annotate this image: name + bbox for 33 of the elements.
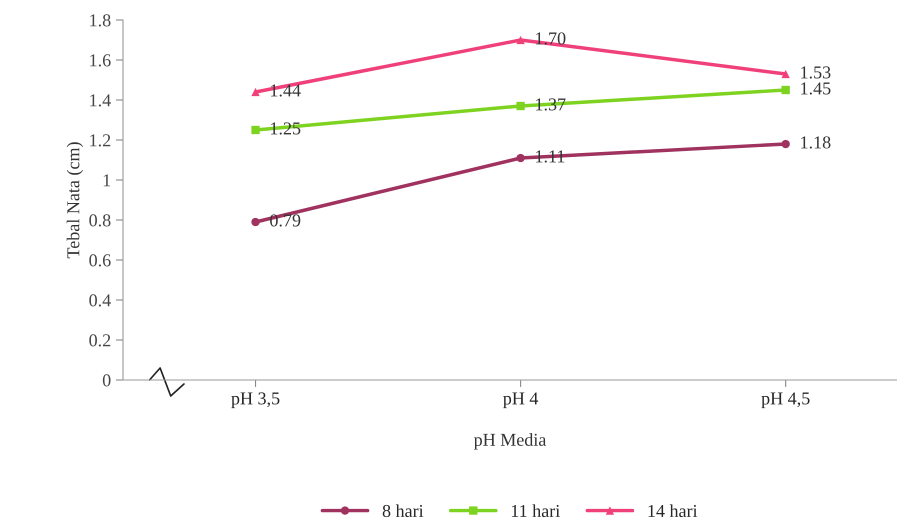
data-label: 1.45 — [801, 82, 830, 95]
y-tick-label: 1.4 — [90, 94, 111, 107]
data-label: 0.79 — [270, 214, 300, 227]
point — [782, 86, 790, 94]
legend-label: 14 hari — [648, 504, 698, 518]
y-axis-title: Tebal Nata (cm) — [66, 142, 84, 258]
x-axis-title: pH Media — [474, 433, 546, 450]
y-tick-label: 1.2 — [90, 134, 110, 147]
x-tick-label: pH 3,5 — [231, 392, 280, 408]
point — [251, 126, 260, 134]
data-label: 1.18 — [801, 136, 830, 149]
y-tick-label: 1.8 — [90, 14, 111, 27]
y-tick-label: 0.6 — [89, 254, 111, 267]
x-tick-label: pH 4 — [503, 392, 538, 408]
point — [251, 88, 260, 96]
x-tick-label: pH 4,5 — [761, 392, 810, 408]
y-tick-label: 0.4 — [89, 294, 111, 307]
point — [516, 154, 525, 162]
y-tick-label: 0.2 — [89, 334, 110, 347]
y-tick-label: 1 — [104, 174, 110, 186]
y-tick-label: 0 — [102, 374, 111, 386]
point — [782, 70, 790, 78]
point — [516, 102, 525, 110]
y-tick-label: 0.8 — [89, 214, 111, 227]
data-label: 1.44 — [271, 84, 301, 97]
legend-label: 11 hari — [512, 504, 560, 518]
y-tick-label: 1.6 — [90, 54, 111, 67]
point — [782, 140, 790, 148]
point — [251, 218, 260, 226]
data-label: 1.53 — [801, 66, 830, 79]
point — [516, 36, 525, 44]
data-label: 1.70 — [536, 32, 566, 45]
legend-label: 8 hari — [382, 504, 424, 518]
